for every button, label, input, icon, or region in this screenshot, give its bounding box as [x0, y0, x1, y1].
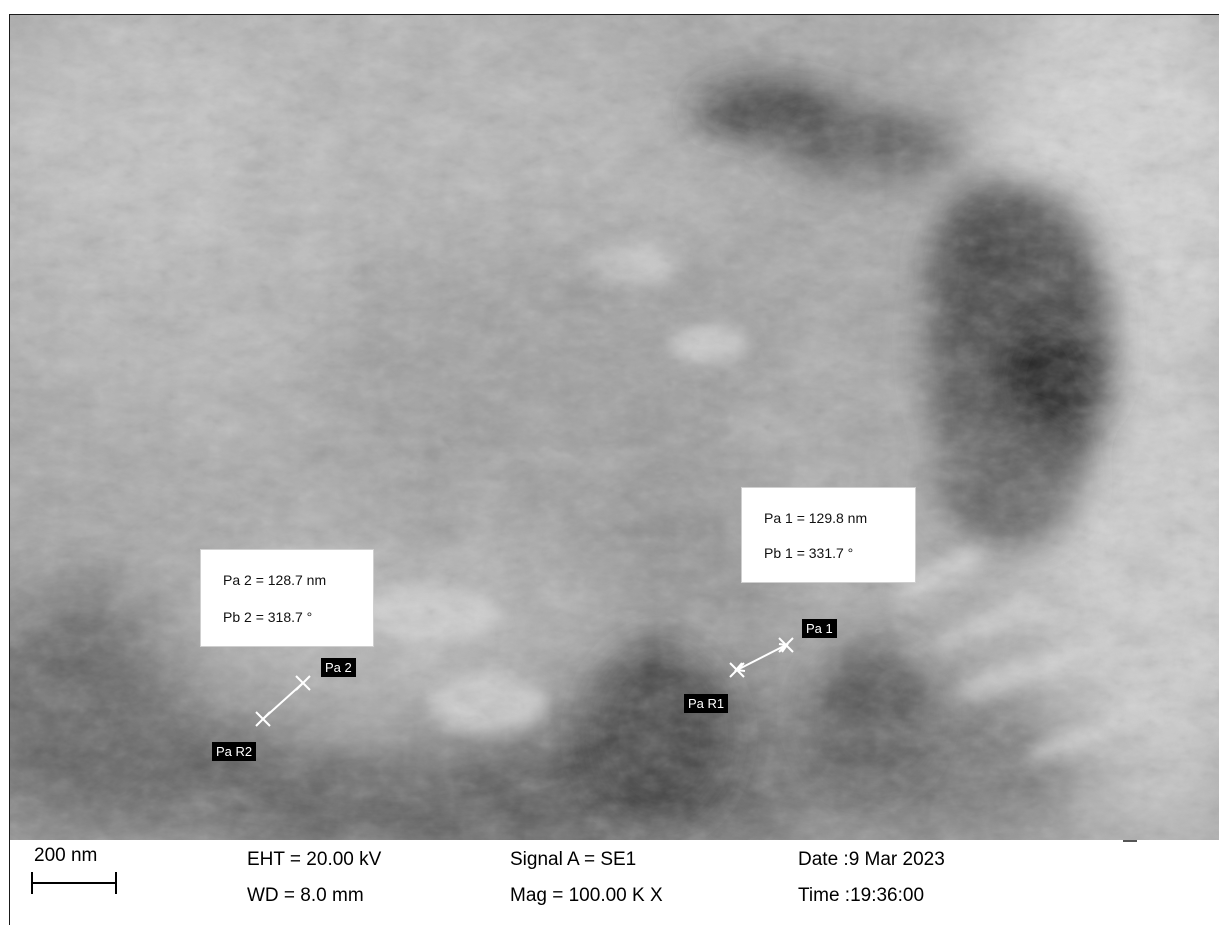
measurement-1-distance: Pa 1 = 129.8 nm	[764, 510, 868, 526]
measurement-1-reference-label: Pa R1	[684, 694, 729, 713]
measurement-2-distance: Pa 2 = 128.7 nm	[223, 572, 327, 588]
signal-value: Signal A = SE1	[510, 849, 637, 870]
measurement-1-readout: Pa 1 = 129.8 nm Pb 1 = 331.7 °	[741, 487, 916, 583]
scale-bar	[31, 872, 117, 894]
measurement-1-endpoint-label: Pa 1	[802, 619, 837, 638]
sem-info-bar: 200 nm EHT = 20.00 kV WD = 8.0 mm Signal…	[10, 840, 1219, 925]
date-value: Date :9 Mar 2023	[798, 849, 945, 870]
eht-value: EHT = 20.00 kV	[247, 849, 382, 870]
magnification-value: Mag = 100.00 K X	[510, 885, 663, 906]
time-value: Time :19:36:00	[798, 885, 925, 906]
measurement-2-endpoint-label: Pa 2	[321, 658, 356, 677]
image-frame-left-border	[9, 14, 10, 925]
wd-value: WD = 8.0 mm	[247, 885, 364, 906]
measurement-2-angle: Pb 2 = 318.7 °	[223, 609, 313, 625]
sem-micrograph	[9, 14, 1219, 840]
measurement-2-readout: Pa 2 = 128.7 nm Pb 2 = 318.7 °	[200, 549, 374, 647]
image-frame-top-border	[9, 14, 1219, 15]
measurement-2-reference-label: Pa R2	[212, 742, 257, 761]
info-bar-tick-mark	[1123, 840, 1137, 842]
scale-bar-label: 200 nm	[34, 845, 98, 866]
measurement-1-angle: Pb 1 = 331.7 °	[764, 545, 854, 561]
